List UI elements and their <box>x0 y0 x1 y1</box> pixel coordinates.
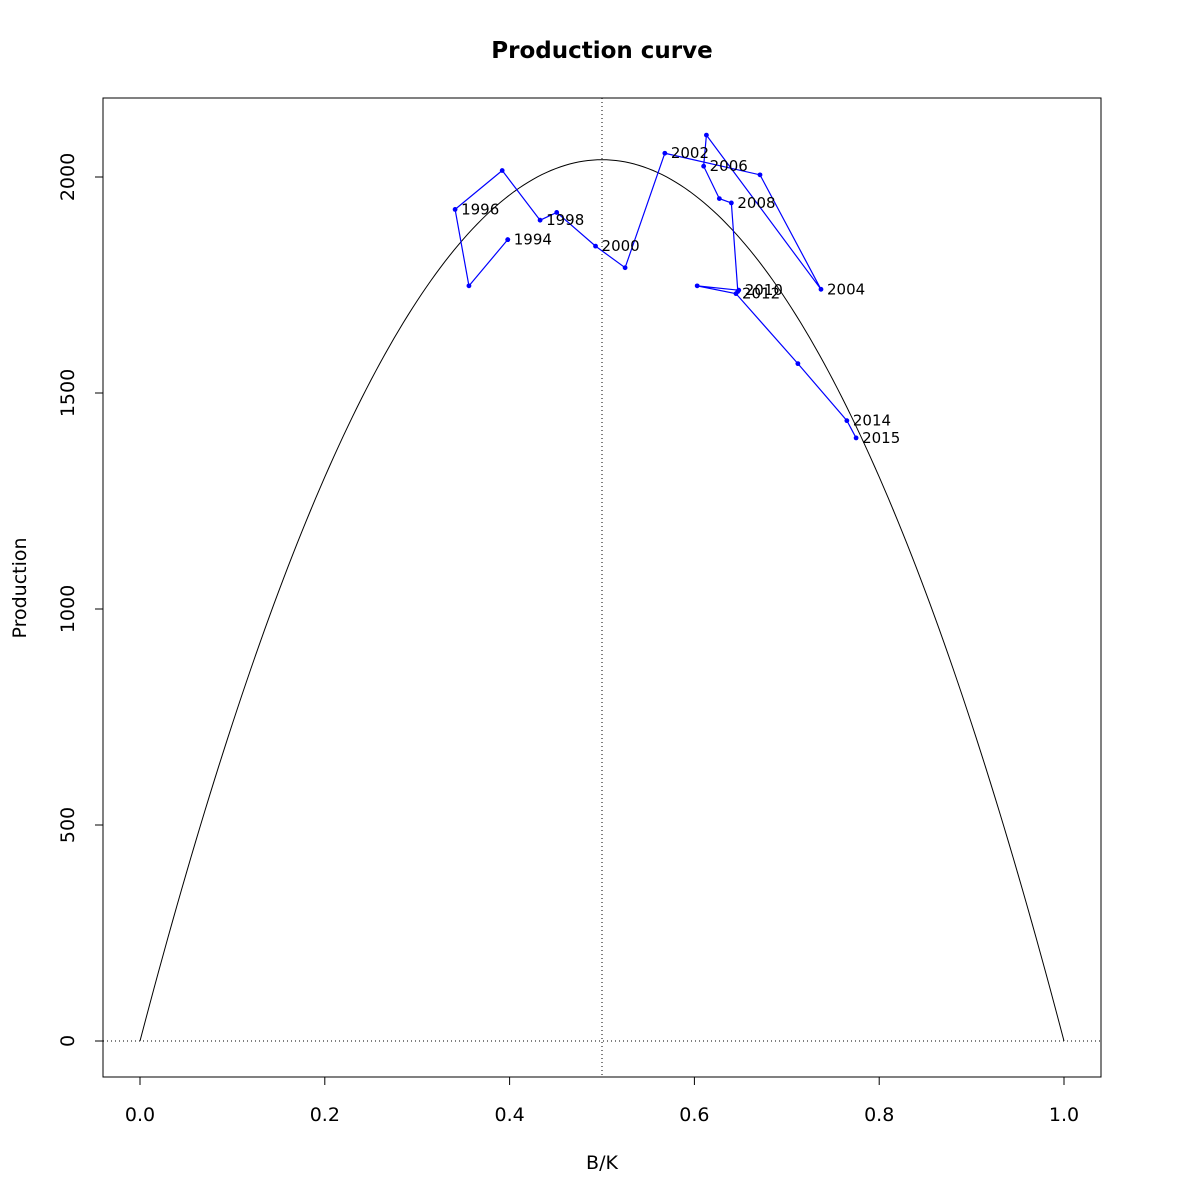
data-point-2004 <box>818 286 824 292</box>
data-point-2012 <box>733 291 739 297</box>
point-label-1998: 1998 <box>546 211 584 229</box>
x-tick-label: 0.8 <box>864 1104 894 1126</box>
trajectory-line <box>454 133 857 439</box>
x-axis: 0.0 0.2 0.4 0.6 0.8 1.0 <box>125 1076 1079 1126</box>
x-tick-label: 0.0 <box>125 1104 155 1126</box>
data-point-2013 <box>795 361 801 367</box>
data-point-2001 <box>622 265 628 271</box>
data-point-2007 <box>716 196 722 202</box>
x-tick-label: 0.6 <box>679 1104 709 1126</box>
data-point-2011 <box>694 283 700 289</box>
x-axis-label: B/K <box>586 1152 618 1174</box>
point-label-2002: 2002 <box>671 144 709 162</box>
y-axis: 0 500 1000 1500 2000 <box>57 153 104 1047</box>
data-point-1995 <box>466 283 472 289</box>
y-axis-label: Production <box>9 537 31 638</box>
data-point-2003 <box>757 172 763 178</box>
production-curve-line <box>139 159 1065 1042</box>
point-label-2015: 2015 <box>862 429 900 447</box>
data-point-2014 <box>844 418 850 424</box>
data-point-2008 <box>728 200 734 206</box>
data-point-2015 <box>853 435 859 441</box>
data-point-1997 <box>499 168 505 173</box>
data-point-2006 <box>701 163 707 169</box>
y-tick-label: 1500 <box>57 369 79 417</box>
y-tick-label: 500 <box>57 807 79 843</box>
x-tick-label: 0.2 <box>310 1104 340 1126</box>
point-label-2008: 2008 <box>737 194 775 212</box>
y-tick-label: 0 <box>57 1035 79 1047</box>
data-point-1996 <box>452 207 458 212</box>
x-tick-label: 1.0 <box>1049 1104 1079 1126</box>
point-label-1996: 1996 <box>461 200 499 218</box>
chart-title: Production curve <box>491 38 712 64</box>
point-label-2006: 2006 <box>710 157 748 175</box>
x-tick-label: 0.4 <box>494 1104 524 1126</box>
data-point-2010 <box>736 287 742 293</box>
y-tick-label: 1000 <box>57 585 79 633</box>
data-point-1998 <box>537 217 543 223</box>
data-point-1999 <box>554 210 560 215</box>
point-label-1994: 1994 <box>514 231 552 249</box>
data-point-2002 <box>662 150 668 156</box>
point-label-2010: 2010 <box>745 281 783 299</box>
y-tick-label: 2000 <box>57 153 79 201</box>
trajectory-series: 1994 1996 1998 2000 2002 2004 2006 2008 20102012… <box>452 132 900 447</box>
point-label-2004: 2004 <box>827 280 865 298</box>
data-point-2005 <box>704 132 709 138</box>
point-label-2014: 2014 <box>853 412 891 430</box>
point-label-2000: 2000 <box>602 237 640 255</box>
point-label-2012: 2012 <box>742 285 780 303</box>
data-point-2000 <box>593 243 598 249</box>
data-point-1994 <box>505 237 511 243</box>
